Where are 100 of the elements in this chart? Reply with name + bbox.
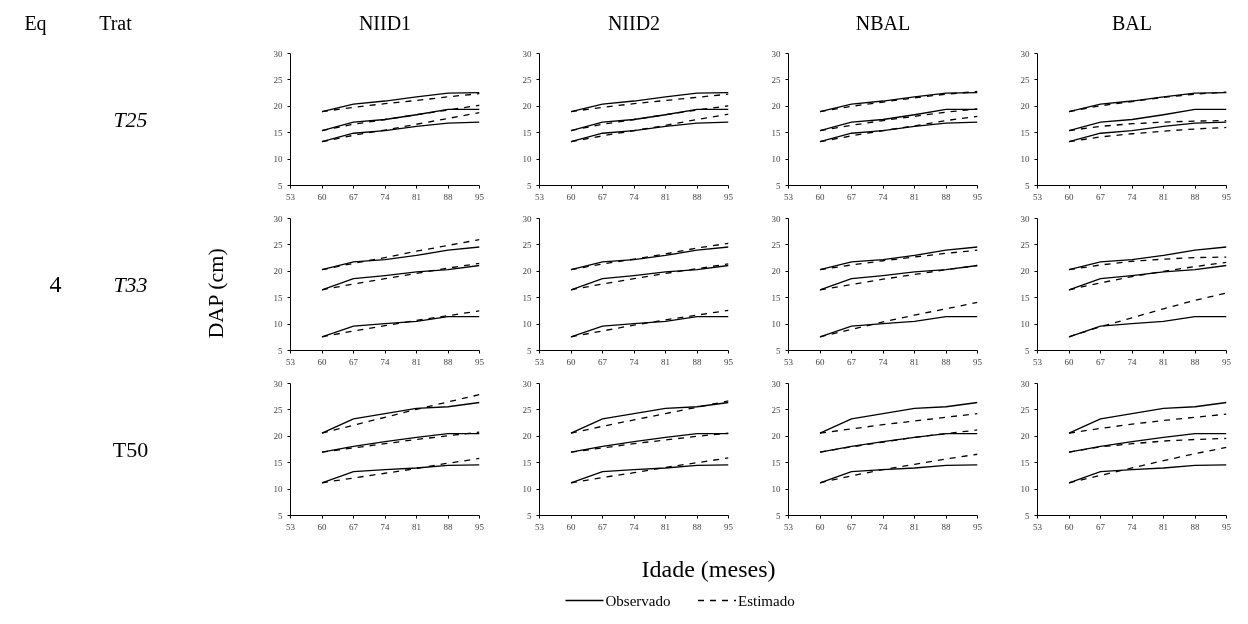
legend-label: Observado [605, 592, 671, 609]
y-axis-title: DAP (cm) [203, 248, 228, 339]
x-tick-label: 88 [443, 356, 453, 367]
text: T50 [112, 437, 149, 462]
x-axis-title: Idade (meses) [641, 555, 776, 582]
y-tick-label: 5 [278, 180, 283, 191]
x-tick-label: 74 [380, 521, 390, 532]
text: Eq [24, 12, 47, 35]
y-tick-label: 20 [273, 266, 283, 277]
legend-label: Estimado [738, 592, 795, 609]
y-tick-label: 10 [273, 484, 283, 495]
y-tick-label: 30 [522, 48, 532, 59]
x-tick-label: 53 [1033, 191, 1043, 202]
x-tick-label: 67 [847, 521, 857, 532]
x-tick-label: 95 [1222, 356, 1232, 367]
x-tick-label: 81 [910, 521, 919, 532]
y-tick-label: 20 [522, 266, 532, 277]
text: 4 [49, 271, 62, 297]
y-tick-label: 20 [522, 101, 532, 112]
x-tick-label: 67 [1096, 521, 1106, 532]
y-tick-label: 25 [273, 74, 283, 85]
x-tick-label: 74 [629, 191, 639, 202]
x-tick-label: 81 [412, 356, 421, 367]
x-tick-label: 81 [1159, 521, 1168, 532]
y-tick-label: 30 [1020, 48, 1030, 59]
x-tick-label: 53 [784, 191, 794, 202]
x-tick-label: 60 [317, 521, 327, 532]
x-tick-label: 60 [1064, 191, 1074, 202]
y-tick-label: 5 [527, 180, 532, 191]
y-tick-label: 5 [278, 345, 283, 356]
y-tick-label: 10 [771, 319, 781, 330]
y-tick-label: 25 [771, 239, 781, 250]
x-tick-label: 74 [878, 521, 888, 532]
x-tick-label: 67 [847, 356, 857, 367]
x-tick-label: 60 [566, 191, 576, 202]
y-tick-label: 5 [527, 345, 532, 356]
x-tick-label: 95 [475, 191, 485, 202]
y-tick-label: 20 [1020, 266, 1030, 277]
x-tick-label: 95 [724, 191, 734, 202]
x-tick-label: 74 [1127, 191, 1137, 202]
chart-title: BAL [1112, 12, 1152, 34]
y-tick-label: 5 [1025, 180, 1030, 191]
x-tick-label: 67 [349, 521, 359, 532]
x-tick-label: 67 [598, 356, 608, 367]
y-tick-label: 5 [1025, 345, 1030, 356]
x-tick-label: 81 [1159, 356, 1168, 367]
chart-title: NIID2 [607, 12, 661, 34]
y-tick-label: 10 [771, 154, 781, 165]
x-tick-label: 53 [286, 521, 296, 532]
x-tick-label: 60 [566, 521, 576, 532]
x-tick-label: 88 [692, 356, 702, 367]
text: T25 [113, 107, 148, 132]
y-tick-label: 20 [273, 101, 283, 112]
y-tick-label: 10 [522, 154, 532, 165]
x-tick-label: 60 [1064, 521, 1074, 532]
y-tick-label: 30 [1020, 213, 1030, 224]
y-tick-label: 10 [1020, 484, 1030, 495]
y-tick-label: 10 [1020, 319, 1030, 330]
x-tick-label: 67 [349, 191, 359, 202]
x-tick-label: 81 [412, 191, 421, 202]
x-tick-label: 88 [443, 191, 453, 202]
x-tick-label: 53 [535, 191, 545, 202]
y-tick-label: 25 [1020, 239, 1030, 250]
x-tick-label: 88 [692, 191, 702, 202]
y-tick-label: 5 [278, 510, 283, 521]
x-tick-label: 53 [535, 521, 545, 532]
chart-title: NBAL [855, 12, 911, 34]
x-tick-label: 60 [815, 356, 825, 367]
x-tick-label: 53 [286, 356, 296, 367]
y-tick-label: 15 [771, 292, 781, 303]
x-tick-label: 67 [1096, 356, 1106, 367]
y-tick-label: 25 [522, 239, 532, 250]
y-tick-label: 20 [1020, 431, 1030, 442]
y-tick-label: 10 [1020, 154, 1030, 165]
x-tick-label: 95 [973, 191, 983, 202]
y-tick-label: 10 [522, 319, 532, 330]
y-tick-label: 5 [776, 180, 781, 191]
x-tick-label: 53 [784, 356, 794, 367]
x-tick-label: 81 [910, 191, 919, 202]
y-tick-label: 30 [1020, 378, 1030, 389]
y-tick-label: 25 [522, 404, 532, 415]
x-tick-label: 88 [1190, 356, 1200, 367]
chart-title: NIID1 [358, 12, 412, 34]
x-tick-label: 88 [443, 521, 453, 532]
y-tick-label: 15 [771, 457, 781, 468]
x-tick-label: 67 [598, 191, 608, 202]
y-tick-label: 25 [522, 74, 532, 85]
y-tick-label: 20 [1020, 101, 1030, 112]
x-tick-label: 67 [847, 191, 857, 202]
x-tick-label: 88 [1190, 521, 1200, 532]
x-tick-label: 74 [1127, 356, 1137, 367]
x-tick-label: 95 [1222, 191, 1232, 202]
y-tick-label: 30 [273, 213, 283, 224]
x-tick-label: 81 [661, 521, 670, 532]
y-tick-label: 10 [771, 484, 781, 495]
x-tick-label: 60 [815, 521, 825, 532]
y-tick-label: 20 [522, 431, 532, 442]
y-tick-label: 10 [522, 484, 532, 495]
y-tick-label: 25 [1020, 74, 1030, 85]
y-tick-label: 30 [522, 378, 532, 389]
